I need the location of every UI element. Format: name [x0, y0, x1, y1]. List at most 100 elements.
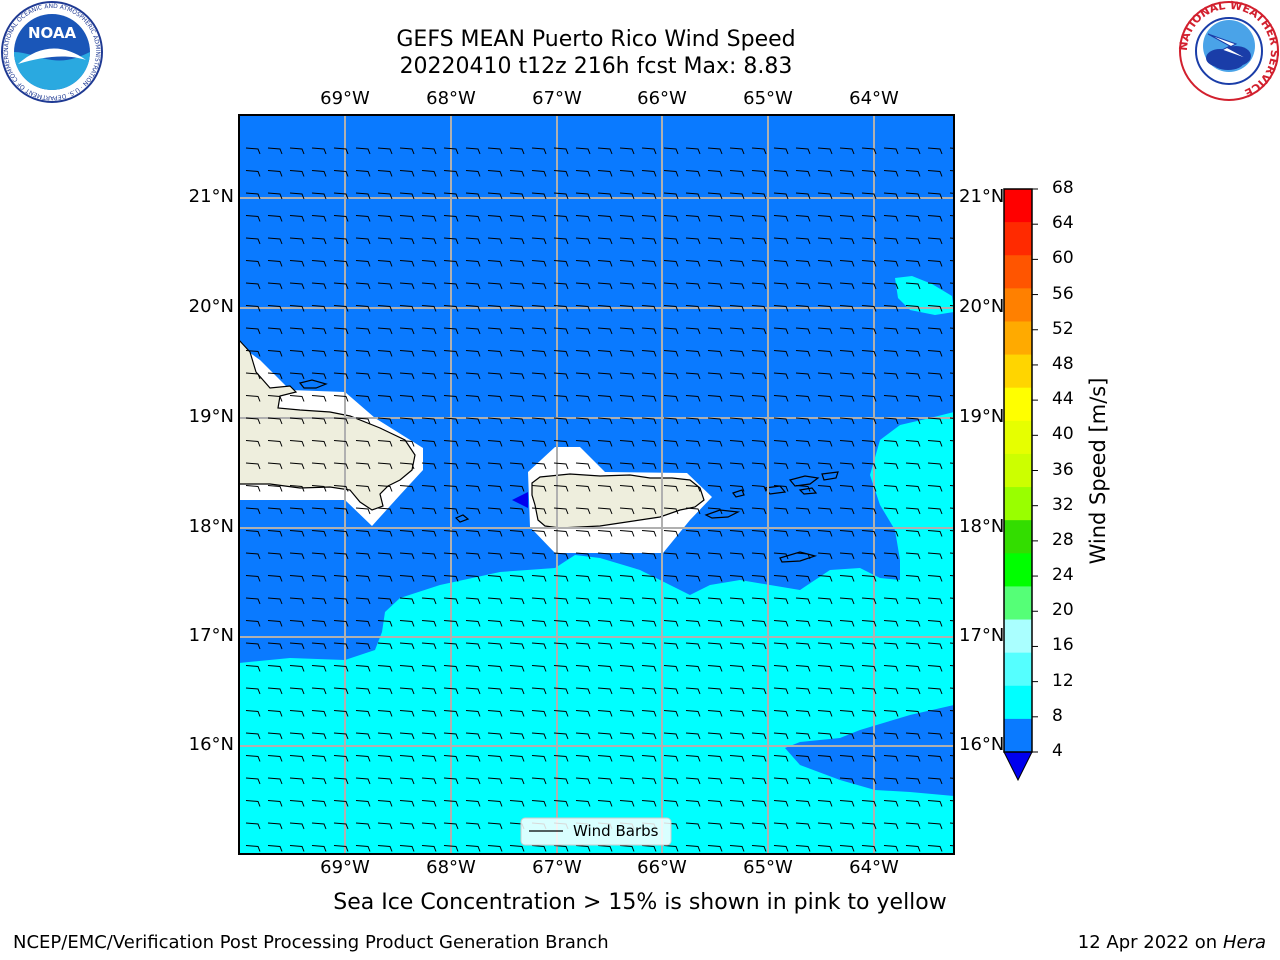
- wind-barb: [729, 822, 745, 830]
- wind-barb: [619, 260, 635, 267]
- colorbar: [1003, 188, 1038, 782]
- wind-barb: [575, 552, 591, 560]
- colorbar-tick-label: 44: [1052, 389, 1074, 410]
- wind-barb: [707, 462, 723, 470]
- wind-barb: [267, 732, 283, 740]
- wind-barb: [751, 260, 767, 267]
- wind-barb: [773, 305, 789, 312]
- wind-barb: [487, 822, 503, 830]
- wind-barb: [355, 687, 371, 695]
- wind-barb: [729, 777, 745, 785]
- wind-barb: [311, 732, 327, 740]
- wind-barb: [883, 485, 899, 492]
- wind-barb: [443, 327, 459, 335]
- wind-barb: [289, 395, 305, 402]
- wind-barb: [685, 552, 701, 560]
- wind-barb: [465, 755, 481, 762]
- wind-barb: [575, 732, 591, 740]
- wind-barb: [245, 822, 261, 830]
- wind-barb: [861, 327, 877, 335]
- wind-barb: [399, 305, 415, 312]
- wind-barb: [795, 282, 811, 290]
- wind-barb: [245, 237, 261, 245]
- wind-barb: [795, 215, 811, 222]
- wind-barb: [685, 305, 701, 312]
- colorbar-band: [1004, 288, 1032, 322]
- wind-barb: [839, 530, 855, 537]
- wind-barb: [883, 147, 899, 155]
- wind-barb: [685, 687, 701, 695]
- wind-barb: [553, 507, 569, 515]
- noaa-logo: NOAA NATIONAL OCEANIC AND ATMOSPHERIC AD…: [0, 0, 104, 104]
- wind-barb: [861, 687, 877, 695]
- wind-barb: [267, 462, 283, 470]
- wind-barb: [443, 777, 459, 785]
- wind-barb: [531, 597, 547, 605]
- wind-barb: [465, 282, 481, 290]
- wind-barb: [729, 350, 745, 357]
- colorbar-tick-label: 56: [1052, 283, 1074, 304]
- wind-barb: [487, 372, 503, 380]
- wind-barb: [487, 192, 503, 200]
- wind-barb: [927, 710, 943, 717]
- wind-barb: [817, 530, 833, 537]
- colorbar-band: [1004, 487, 1032, 521]
- wind-barb: [641, 575, 657, 582]
- wind-barb: [861, 372, 877, 380]
- wind-barb: [575, 597, 591, 605]
- lat-label-left: 16°N: [188, 734, 234, 755]
- wind-barb: [597, 732, 613, 740]
- wind-barb: [707, 192, 723, 200]
- wind-barb: [751, 215, 767, 222]
- wind-barb: [619, 845, 635, 852]
- wind-barb: [443, 710, 459, 717]
- wind-barb: [487, 260, 503, 267]
- wind-barb: [663, 665, 679, 672]
- wind-barb: [729, 530, 745, 537]
- wind-barb: [509, 732, 525, 740]
- wind-barb: [663, 147, 679, 155]
- wind-barb: [883, 597, 899, 605]
- wind-barb: [685, 800, 701, 807]
- wind-barb: [773, 732, 789, 740]
- wind-barb: [751, 327, 767, 335]
- wind-barb: [333, 327, 349, 335]
- wind-barb: [861, 732, 877, 740]
- wind-barb: [333, 260, 349, 267]
- wind-barb: [927, 305, 943, 312]
- wind-barb: [773, 170, 789, 177]
- wind-barb: [663, 710, 679, 717]
- wind-barb: [377, 755, 393, 762]
- wind-barb: [399, 845, 415, 852]
- wind-barb: [575, 192, 591, 200]
- lon-label-bottom: 67°W: [532, 857, 582, 878]
- wind-barb: [641, 215, 657, 222]
- wind-barb: [707, 282, 723, 290]
- wind-barb: [663, 417, 679, 425]
- wind-barb: [267, 440, 283, 447]
- wind-barb: [751, 485, 767, 492]
- wind-barb: [487, 845, 503, 852]
- wind-barb: [289, 327, 305, 335]
- wind-barb: [861, 215, 877, 222]
- wind-barb: [531, 417, 547, 425]
- wind-barb: [861, 822, 877, 830]
- wind-barb: [245, 800, 261, 807]
- wind-barb: [905, 485, 921, 492]
- wind-barb: [773, 327, 789, 335]
- wind-barb: [817, 417, 833, 425]
- wind-barb: [421, 350, 437, 357]
- wind-barb: [839, 417, 855, 425]
- wind-barb: [883, 282, 899, 290]
- wind-barb: [487, 485, 503, 492]
- wind-barb: [267, 530, 283, 537]
- wind-barb: [641, 260, 657, 267]
- wind-barb: [927, 485, 943, 492]
- wind-barb: [509, 350, 525, 357]
- wind-barb: [751, 237, 767, 245]
- wind-barb: [289, 597, 305, 605]
- wind-barb: [839, 170, 855, 177]
- wind-barb: [729, 215, 745, 222]
- wind-barb: [509, 507, 525, 515]
